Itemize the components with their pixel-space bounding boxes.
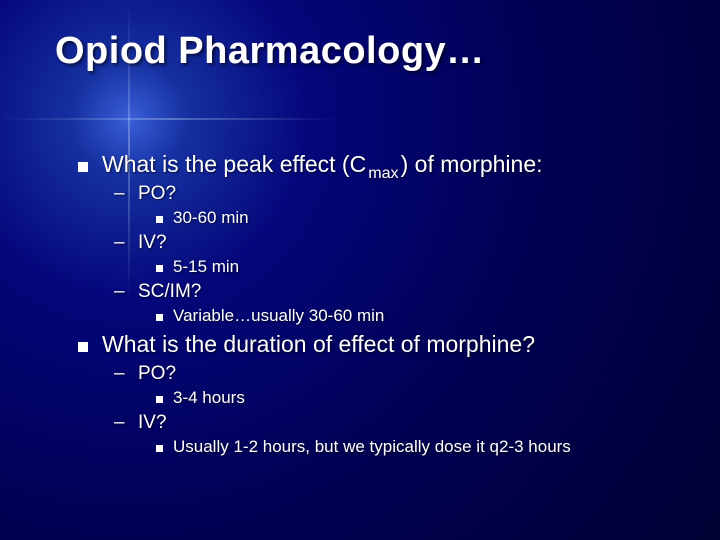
bullet-q2: What is the duration of effect of morphi… (78, 330, 680, 360)
dash-bullet-icon: – (114, 281, 128, 304)
q1-po: – PO? (114, 182, 680, 206)
q1-po-label: PO? (138, 182, 176, 206)
q1-iv-ans: 5-15 min (173, 256, 239, 277)
q2-po-ans: 3-4 hours (173, 387, 245, 408)
q1-sub: max (366, 164, 400, 182)
q1-po-ans: 30-60 min (173, 207, 249, 228)
q2-iv-ans: Usually 1-2 hours, but we typically dose… (173, 436, 571, 457)
slide-body: What is the peak effect (Cmax) of morphi… (78, 150, 680, 460)
q1-iv-label: IV? (138, 231, 167, 255)
dash-bullet-icon: – (114, 232, 128, 255)
q1-po-ans-row: 30-60 min (156, 207, 680, 228)
square-bullet-icon (156, 396, 163, 403)
q1-scim: – SC/IM? (114, 280, 680, 304)
q2-po: – PO? (114, 362, 680, 386)
q2-po-label: PO? (138, 362, 176, 386)
slide: Opiod Pharmacology… What is the peak eff… (0, 0, 720, 540)
dash-bullet-icon: – (114, 363, 128, 386)
flare-horizontal (0, 118, 340, 120)
q2-text: What is the duration of effect of morphi… (102, 330, 535, 360)
q1-iv-ans-row: 5-15 min (156, 256, 680, 277)
square-bullet-icon (78, 342, 88, 352)
q2-iv: – IV? (114, 411, 680, 435)
q1-text: What is the peak effect (Cmax) of morphi… (102, 150, 543, 180)
square-bullet-icon (78, 162, 88, 172)
q1-scim-ans-row: Variable…usually 30-60 min (156, 305, 680, 326)
slide-title: Opiod Pharmacology… (55, 30, 485, 73)
q1-post: ) of morphine: (401, 151, 543, 177)
square-bullet-icon (156, 314, 163, 321)
q2-po-ans-row: 3-4 hours (156, 387, 680, 408)
square-bullet-icon (156, 265, 163, 272)
square-bullet-icon (156, 216, 163, 223)
q1-pre: What is the peak effect (C (102, 151, 366, 177)
dash-bullet-icon: – (114, 412, 128, 435)
q1-scim-label: SC/IM? (138, 280, 201, 304)
bullet-q1: What is the peak effect (Cmax) of morphi… (78, 150, 680, 180)
q2-iv-label: IV? (138, 411, 167, 435)
square-bullet-icon (156, 445, 163, 452)
dash-bullet-icon: – (114, 183, 128, 206)
q1-iv: – IV? (114, 231, 680, 255)
q2-iv-ans-row: Usually 1-2 hours, but we typically dose… (156, 436, 680, 457)
q1-scim-ans: Variable…usually 30-60 min (173, 305, 384, 326)
